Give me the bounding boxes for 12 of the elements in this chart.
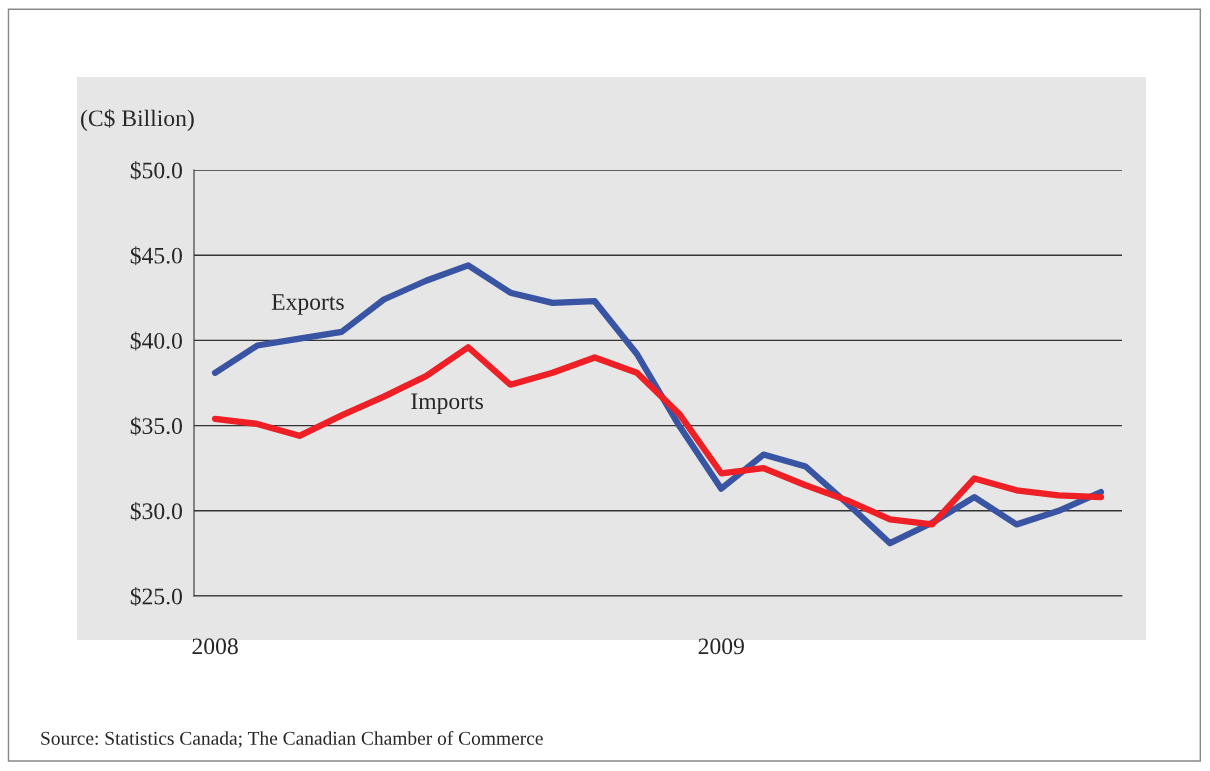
y-tick-label: $45.0 <box>130 246 182 266</box>
y-tick-label: $50.0 <box>130 161 182 180</box>
y-tick-label: $35.0 <box>130 416 182 436</box>
x-tick-label: 2009 <box>698 638 744 655</box>
y-axis-title: (C$ Billion) <box>81 108 194 132</box>
y-tick-label: $30.0 <box>130 501 182 521</box>
x-tick-label: 2008 <box>192 638 238 655</box>
y-tick-label: $40.0 <box>130 331 182 351</box>
y-tick-label: $25.0 <box>130 587 182 606</box>
series-label: Imports <box>411 393 483 415</box>
series-label: Exports <box>271 294 344 315</box>
source-note: Source: Statistics Canada; The Canadian Chamber of Commerce <box>41 730 543 748</box>
